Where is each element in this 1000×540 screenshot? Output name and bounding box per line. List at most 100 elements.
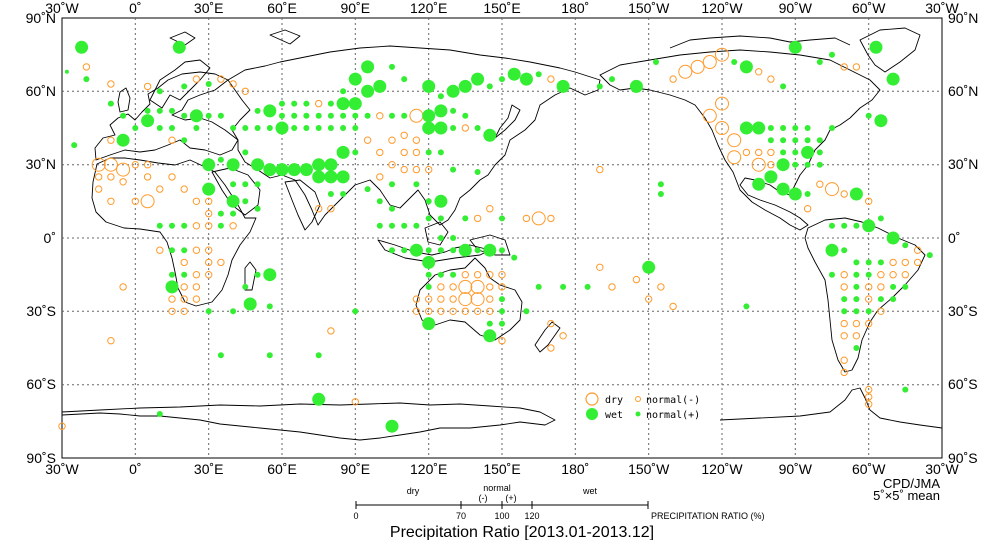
normal-minus-point [840, 332, 848, 340]
wet-point [752, 121, 766, 135]
normal-plus-point [401, 76, 408, 83]
normal-minus-point [425, 295, 433, 303]
normal-plus-point [450, 235, 457, 241]
normal-minus-point [498, 283, 506, 291]
normal-minus-point [865, 319, 873, 328]
normal-minus-point [547, 319, 555, 328]
normal-plus-point [499, 247, 505, 254]
scale-tick-label: 0 [353, 511, 358, 521]
normal-plus-point [462, 112, 469, 119]
dry-point [715, 47, 729, 62]
coast-greenland [859, 27, 921, 73]
wet-point [202, 182, 216, 196]
normal-plus-point [841, 222, 848, 229]
wet-point [776, 182, 790, 196]
normal-plus-point [217, 222, 224, 229]
normal-minus-point [486, 283, 494, 291]
wet-point [141, 114, 155, 128]
normal-minus-point [327, 205, 335, 213]
normal-plus-point [401, 112, 408, 119]
normal-plus-point [156, 88, 163, 95]
normal-plus-point [303, 125, 310, 131]
dry-point [727, 133, 742, 148]
wet-point [324, 158, 338, 172]
normal-minus-point [376, 112, 384, 120]
normal-minus-point [192, 295, 201, 303]
normal-plus-point [169, 271, 175, 278]
lat-label: 90˚S [948, 450, 978, 466]
normal-minus-point [840, 271, 848, 279]
normal-minus-point [192, 222, 201, 230]
lon-label: 60˚E [267, 0, 297, 16]
dry-point [116, 162, 131, 177]
normal-plus-point [474, 169, 481, 175]
normal-plus-point [340, 125, 347, 131]
legend: dry wet normal(-) normal(+) [585, 392, 700, 421]
normal-minus-point [363, 136, 372, 144]
normal-minus-point [131, 197, 140, 206]
normal-minus-point [412, 295, 421, 303]
normal-minus-point [351, 398, 359, 406]
lat-label: 60˚N [948, 83, 978, 99]
coast-asia [227, 45, 601, 226]
normal-plus-point [890, 283, 897, 290]
wet-point [849, 187, 863, 201]
normal-minus-point [449, 283, 457, 291]
normal-plus-point [401, 247, 408, 254]
normal-plus-point [816, 137, 823, 144]
dry-point [470, 292, 485, 307]
normal-plus-point [230, 181, 237, 188]
normal-plus-point [71, 142, 78, 149]
normal-plus-point [413, 181, 420, 188]
legend-wet-symbol [586, 408, 598, 420]
normal-plus-point [499, 308, 505, 315]
lat-label: 30˚N [948, 156, 978, 172]
lon-labels-bottom: 30˚W 0˚ 30˚E 60˚E 90˚E 120˚E 150˚E 180˚ … [45, 461, 959, 477]
normal-minus-point [461, 124, 469, 132]
coast-antarctica-east [719, 387, 943, 429]
wet-point [422, 79, 436, 93]
normal-minus-point [486, 307, 494, 315]
coast-india [284, 179, 321, 231]
normal-minus-point [498, 271, 506, 279]
normal-minus-point [376, 148, 384, 157]
normal-plus-point [731, 59, 738, 65]
lon-label: 90˚E [341, 0, 371, 16]
normal-plus-point [120, 112, 127, 119]
normal-plus-point [352, 112, 359, 119]
normal-minus-point [865, 393, 873, 401]
normal-plus-point [327, 100, 334, 107]
normal-minus-point [192, 75, 201, 83]
lon-label: 30˚W [925, 0, 959, 16]
wet-point [275, 163, 289, 177]
wet-point [434, 194, 448, 208]
normal-plus-point [156, 411, 163, 417]
wet-point [263, 268, 277, 282]
coast-australia [415, 257, 523, 341]
normal-plus-point [841, 308, 848, 315]
normal-minus-point [131, 161, 140, 169]
normal-plus-point [389, 112, 395, 119]
dry-point [458, 292, 473, 307]
normal-plus-point [780, 149, 787, 156]
wet-point [434, 104, 448, 118]
normal-minus-point [877, 307, 885, 315]
wet-point [373, 79, 387, 93]
normal-plus-point [242, 283, 249, 290]
normal-minus-point [400, 165, 408, 174]
normal-minus-point [376, 173, 384, 181]
normal-minus-point [473, 307, 482, 315]
normal-plus-point [653, 59, 659, 65]
lat-labels-right: 90˚N 60˚N 30˚N 0˚ 30˚S 60˚S 90˚S [948, 10, 978, 466]
wet-point [299, 163, 313, 177]
wet-point [348, 72, 362, 86]
normal-plus-point [437, 247, 444, 254]
normal-plus-point [144, 107, 151, 114]
normal-minus-point [645, 295, 653, 303]
normal-minus-point [473, 271, 482, 279]
wet-point [348, 97, 362, 111]
normal-minus-point [669, 75, 677, 83]
scale-cat-dry: dry [407, 486, 420, 496]
normal-minus-point [522, 214, 531, 223]
wet-point [507, 67, 521, 81]
